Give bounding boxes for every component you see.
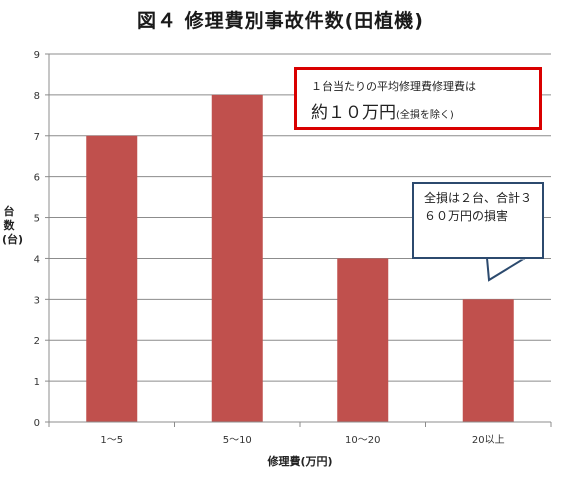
x-tick-labels: 1～5 5～10 10～20 20以上 <box>100 434 504 446</box>
x-tick-label: 10～20 <box>345 435 380 446</box>
y-tick-label: 5 <box>34 214 40 225</box>
x-tick-label: 5～10 <box>223 435 252 446</box>
y-tick-label: 1 <box>34 377 40 388</box>
y-tick-labels: 0 1 2 3 4 5 6 7 8 9 <box>34 50 40 429</box>
bar-1 <box>86 135 138 422</box>
y-tick-label: 4 <box>34 254 40 265</box>
y-tick-label: 8 <box>34 91 40 102</box>
y-tick-label: 9 <box>34 50 40 61</box>
average-cost-note: (全損を除く) <box>396 110 454 121</box>
bar-4 <box>462 299 514 422</box>
bar-2 <box>211 94 263 422</box>
chart-title: 図４ 修理費別事故件数(田植機) <box>137 10 424 32</box>
average-cost-callout: １台当たりの平均修理費修理費は 約１０万円(全損を除く) <box>294 67 542 130</box>
y-tick-label: 7 <box>34 132 40 143</box>
bars <box>86 94 514 422</box>
x-tick-label: 20以上 <box>472 434 505 446</box>
y-tick-label: 3 <box>34 295 40 306</box>
x-axis-label: 修理費(万円) <box>267 455 333 468</box>
axes <box>45 53 552 427</box>
y-tick-label: 2 <box>34 336 40 347</box>
y-tick-label: 6 <box>34 173 40 184</box>
total-loss-callout: 全損は２台、合計３６０万円の損害 <box>412 182 544 259</box>
average-cost-line2: 約１０万円(全損を除く) <box>311 98 539 123</box>
average-cost-value: 約１０万円 <box>311 103 396 123</box>
y-axis-label: 台数(台) <box>2 205 24 246</box>
average-cost-line1: １台当たりの平均修理費修理費は <box>311 80 476 93</box>
bar-3 <box>337 258 389 422</box>
y-tick-label: 0 <box>34 418 40 429</box>
x-tick-label: 1～5 <box>100 435 123 446</box>
